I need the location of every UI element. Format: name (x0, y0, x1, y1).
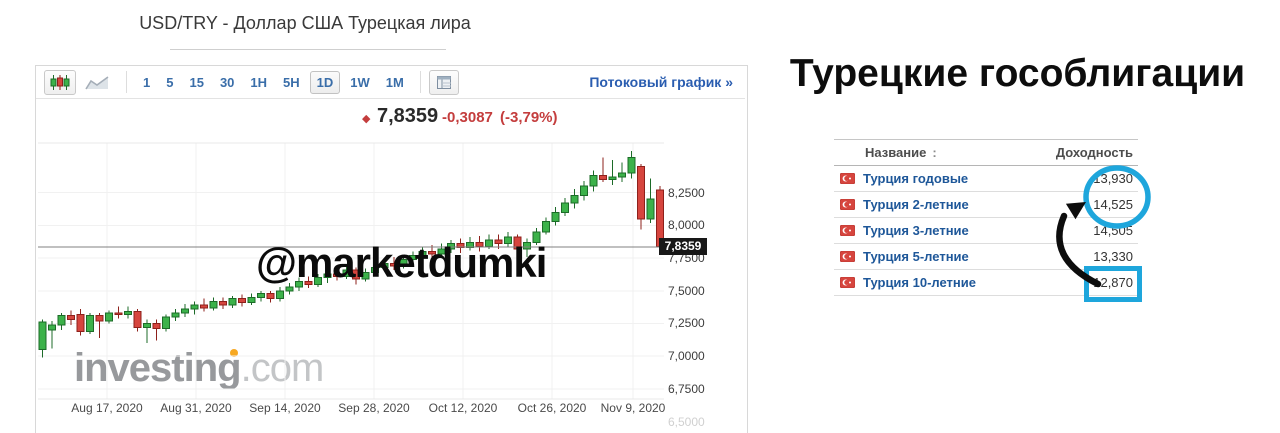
column-header-yield[interactable]: Доходность (1055, 145, 1133, 160)
candlestick-chart-button[interactable] (44, 69, 76, 95)
bonds-table: Название : Доходность Турция годовые 13,… (834, 139, 1138, 296)
timeframe-5[interactable]: 5 (166, 74, 174, 90)
watermark-text: @marketdumki (256, 239, 547, 286)
y-axis-label: 8,2500 (668, 186, 705, 200)
table-row: Турция 5-летние 13,330 (834, 244, 1138, 270)
chart-toolbar: 1 5 15 30 1H 5H 1D 1W 1M Потоковый графи… (36, 66, 745, 99)
investing-logo-dot (230, 349, 238, 357)
bond-yield: 14,505 (1093, 223, 1133, 238)
y-axis-label: 7,0000 (668, 349, 705, 363)
turkey-flag-icon (840, 251, 855, 262)
y-axis-label: 8,0000 (668, 218, 705, 232)
data-panel-button[interactable] (428, 69, 459, 95)
turkey-flag-icon (840, 277, 855, 288)
table-row: Турция годовые 13,930 (834, 166, 1138, 192)
price-change-percent: (-3,79%) (500, 109, 558, 126)
timeframe-30[interactable]: 30 (219, 74, 235, 90)
y-axis-label: 7,5000 (668, 284, 705, 298)
bond-yield: 14,525 (1093, 197, 1133, 212)
y-axis-label: 7,2500 (668, 316, 705, 330)
turkey-flag-icon (840, 199, 855, 210)
chart-widget: 1 5 15 30 1H 5H 1D 1W 1M Потоковый графи… (35, 65, 748, 433)
table-header-row: Название : Доходность (834, 140, 1138, 166)
bond-link[interactable]: Турция годовые (863, 171, 969, 186)
streaming-chart-link[interactable]: Потоковый график » (589, 74, 733, 90)
bond-yield: 12,870 (1093, 275, 1133, 290)
investing-logo: investing.com (74, 346, 324, 390)
y-axis-label-cut: 6,5000 (668, 415, 705, 429)
toolbar-divider (419, 71, 421, 93)
quote-row: ◆ 7,8359 -0,3087 (-3,79%) (36, 99, 745, 140)
x-axis-label: Oct 26, 2020 (517, 401, 587, 415)
toolbar-divider (126, 71, 127, 93)
x-axis-label: Sep 14, 2020 (249, 401, 321, 415)
table-row: Турция 2-летние 14,525 (834, 192, 1138, 218)
table-row: Турция 3-летние 14,505 (834, 218, 1138, 244)
x-axis-label: Aug 17, 2020 (71, 401, 143, 415)
timeframe-5h[interactable]: 5H (283, 74, 300, 90)
x-axis-label: Sep 28, 2020 (338, 401, 410, 415)
candlestick-chart (38, 142, 664, 400)
bond-yield: 13,330 (1093, 249, 1133, 264)
last-price: 7,8359 (377, 105, 439, 127)
timeframe-1[interactable]: 1 (143, 74, 151, 90)
turkey-flag-icon (840, 225, 855, 236)
bond-link[interactable]: Турция 3-летние (863, 223, 969, 238)
table-row: Турция 10-летние 12,870 (834, 270, 1138, 296)
bonds-panel-title: Турецкие гособлигации (789, 52, 1246, 95)
bond-yield: 13,930 (1093, 171, 1133, 186)
timeframe-15[interactable]: 15 (189, 74, 204, 90)
candlestick-plot[interactable]: investing.com @marketdumki 8,2500 8,0000… (36, 140, 745, 432)
bond-link[interactable]: Турция 2-летние (863, 197, 969, 212)
x-axis-label: Nov 9, 2020 (600, 401, 666, 415)
line-chart-icon (85, 76, 109, 90)
bond-link[interactable]: Турция 10-летние (863, 275, 977, 290)
timeframe-1m[interactable]: 1M (385, 74, 404, 90)
current-price-tag: 7,8359 (659, 238, 707, 255)
turkey-flag-icon (840, 173, 855, 184)
sort-icon: : (932, 145, 937, 160)
column-header-name[interactable]: Название : (865, 145, 937, 160)
line-chart-button[interactable] (82, 71, 112, 94)
y-axis-label: 6,7500 (668, 382, 705, 396)
x-axis-label: Oct 12, 2020 (428, 401, 498, 415)
title-underline (170, 49, 446, 50)
x-axis-label: Aug 31, 2020 (160, 401, 232, 415)
bond-link[interactable]: Турция 5-летние (863, 249, 969, 264)
candlestick-icon (50, 74, 70, 90)
data-panel-icon (436, 75, 451, 89)
timeframe-1h[interactable]: 1H (250, 74, 268, 90)
timeframe-1d-selected[interactable]: 1D (309, 70, 341, 94)
page-title: USD/TRY - Доллар США Турецкая лира (139, 13, 471, 33)
price-change: -0,3087 (442, 109, 493, 126)
quote-marker-icon: ◆ (362, 113, 371, 125)
timeframe-1w[interactable]: 1W (350, 74, 370, 90)
